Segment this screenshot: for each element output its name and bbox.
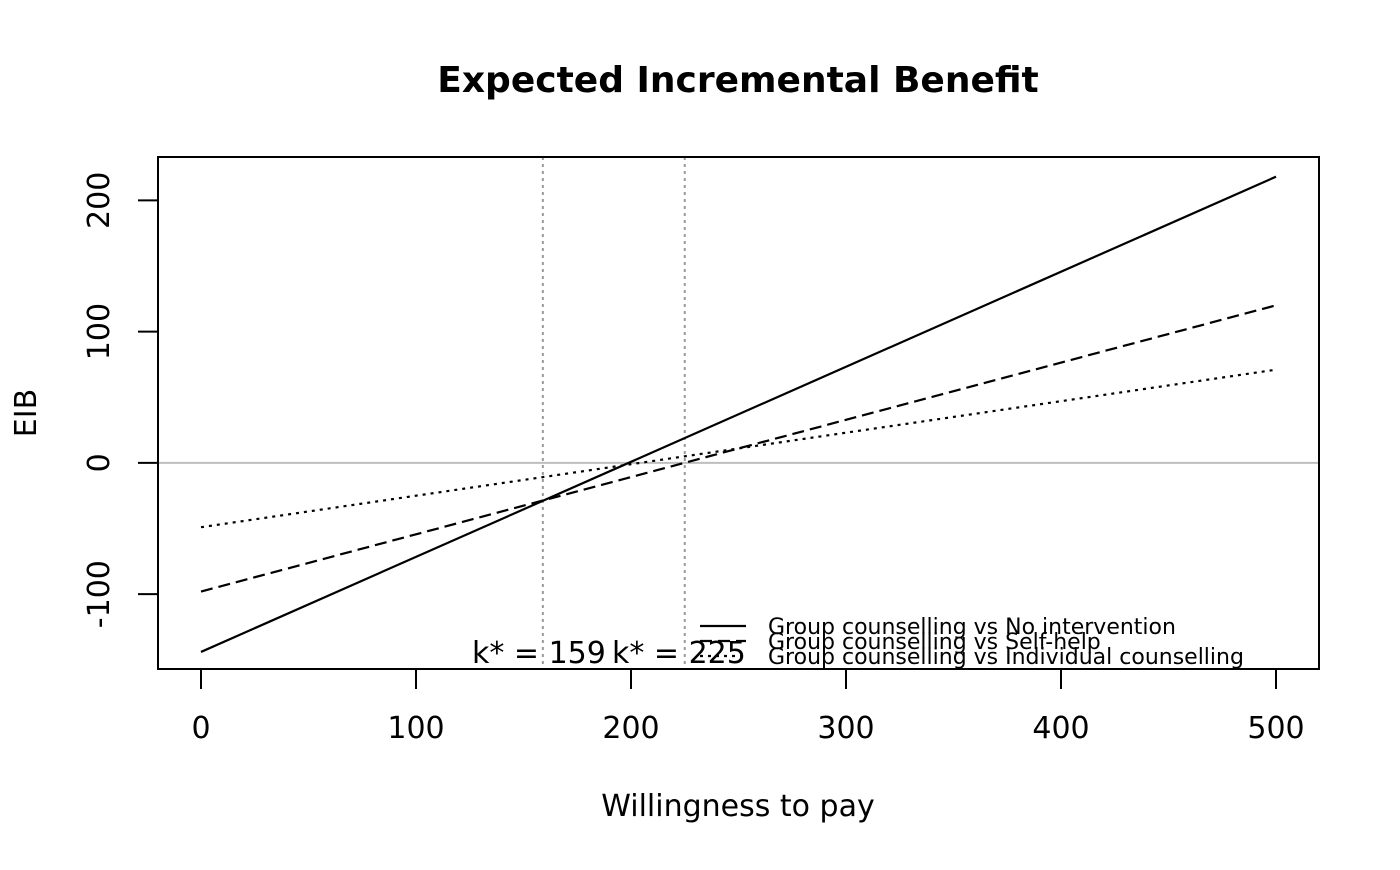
chart-title: Expected Incremental Benefit bbox=[437, 60, 1039, 101]
y-tick-label-2: 100 bbox=[82, 303, 117, 360]
x-tick-label-1: 100 bbox=[387, 711, 444, 746]
legend-entry-1: Group counselling vs Self-help bbox=[768, 630, 1101, 655]
x-tick-label-3: 300 bbox=[817, 711, 874, 746]
x-tick-label-0: 0 bbox=[191, 711, 210, 746]
series-line-1 bbox=[200, 304, 1277, 593]
series-line-2 bbox=[200, 368, 1277, 529]
y-tick-label-0: -100 bbox=[82, 560, 117, 628]
y-tick-label-3: 200 bbox=[82, 172, 117, 229]
series-line-0 bbox=[200, 175, 1277, 653]
legend-entry-2: Group counselling vs Individual counsell… bbox=[768, 645, 1244, 670]
y-tick-label-1: 0 bbox=[82, 453, 117, 472]
kstar-label-0: k* = 159 bbox=[472, 636, 606, 671]
x-tick-label-2: 200 bbox=[602, 711, 659, 746]
y-axis-label: EIB bbox=[9, 389, 44, 437]
x-tick-label-5: 500 bbox=[1247, 711, 1304, 746]
x-tick-label-4: 400 bbox=[1032, 711, 1089, 746]
legend-entry-0: Group counselling vs No intervention bbox=[768, 615, 1176, 640]
x-axis-label: Willingness to pay bbox=[601, 789, 875, 824]
